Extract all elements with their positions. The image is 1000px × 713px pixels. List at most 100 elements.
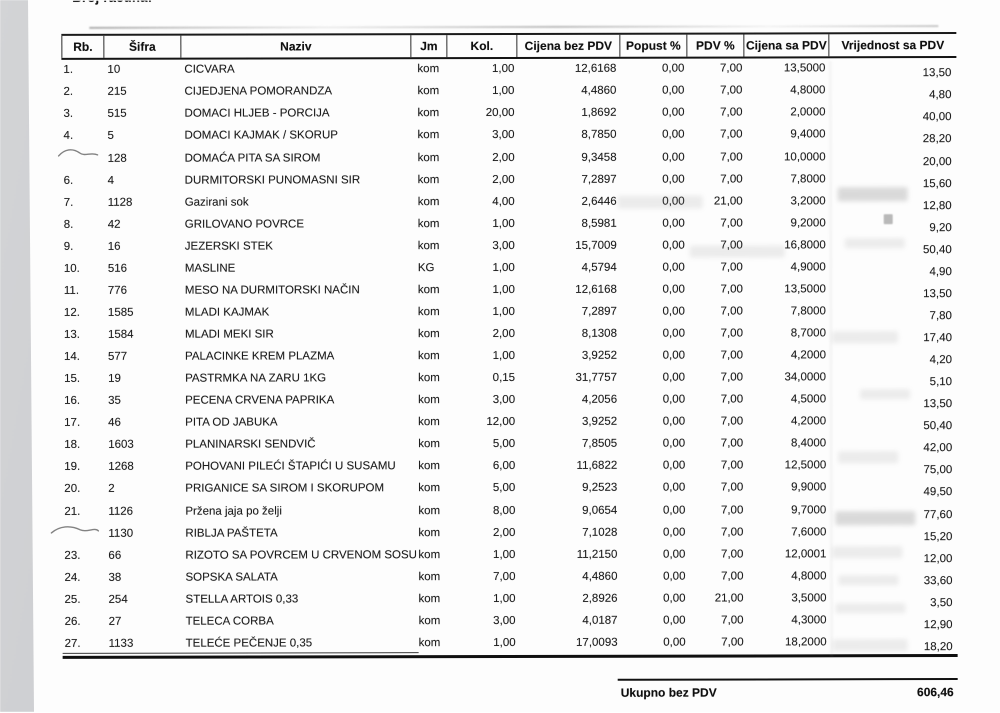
scan-smudge [832, 546, 902, 558]
table-cell: 13,5000 [745, 284, 830, 296]
table-cell: 0,00 [620, 86, 687, 98]
table-cell: 15,20 [830, 532, 957, 544]
table-cell: 0,00 [621, 152, 688, 164]
table-cell: 12,0001 [745, 549, 830, 561]
table-cell: 0,00 [621, 461, 688, 473]
table-cell: 10,0000 [745, 152, 830, 164]
table-cell: 7,00 [688, 461, 745, 473]
table-cell: PASTRMKA NA ZARU 1KG [182, 373, 412, 385]
table-cell: 0,00 [621, 571, 688, 583]
scan-smudge [838, 187, 908, 201]
table-cell: MASLINE [182, 263, 412, 275]
table-cell: 8,7000 [745, 328, 830, 340]
table-cell: 8,00 [448, 505, 518, 517]
table-cell: 27 [106, 617, 183, 629]
scan-smudge [833, 639, 908, 651]
table-cell: 7,2897 [518, 307, 621, 319]
table-cell: 3,00 [448, 241, 518, 253]
table-cell: 3,00 [449, 616, 519, 628]
table-cell: kom [412, 351, 448, 363]
table-cell: 0,00 [621, 307, 688, 319]
table-cell: 128 [105, 153, 182, 165]
scan-smudge [838, 575, 898, 585]
table-cell: 35 [105, 396, 182, 408]
table-cell: 4,00 [448, 197, 518, 209]
table-cell: kom [411, 64, 447, 76]
table-cell: DOMAĆA PITA SA SIROM [182, 153, 412, 165]
table-cell: kom [412, 131, 448, 143]
table-cell: 1,00 [447, 86, 517, 98]
table-cell: 0,00 [621, 130, 688, 142]
table-cell: 2. [61, 87, 104, 99]
table-cell: PECENA CRVENA PAPRIKA [182, 395, 412, 407]
table-cell: 0,00 [621, 174, 688, 186]
table-cell: 9,2523 [518, 483, 621, 495]
table-cell: 7,8505 [518, 439, 621, 451]
table-cell: 3,2000 [745, 196, 830, 208]
table-cell: kom [412, 439, 448, 451]
table-cell: 12,6168 [517, 64, 620, 76]
table-cell: 9,2000 [745, 218, 830, 230]
table-cell: 3,00 [448, 130, 518, 142]
table-cell: 24. [62, 573, 105, 585]
table-cell: SOPSKA SALATA [182, 572, 412, 584]
table-cell: PITA OD JABUKA [182, 417, 412, 429]
table-cell: kom [412, 219, 448, 231]
table-cell: 215 [104, 87, 181, 99]
table-cell: 12,90 [831, 620, 958, 632]
table-cell: 2,0000 [744, 108, 829, 120]
table-cell: 4,4860 [517, 86, 620, 98]
table-cell: 11,6822 [518, 461, 621, 473]
table-cell: 0,00 [622, 615, 689, 627]
table-cell: kom [412, 373, 448, 385]
table-cell: 4,2056 [518, 395, 621, 407]
table-cell: PLANINARSKI SENDVIČ [182, 440, 412, 452]
table-cell: 1,00 [449, 638, 519, 650]
table-cell: 776 [105, 286, 182, 298]
table-cell: KG [412, 263, 448, 275]
table-cell: 7,2897 [518, 174, 621, 186]
table-cell: 2,00 [448, 152, 518, 164]
table-cell: DOMACI KAJMAK / SKORUP [182, 131, 412, 143]
table-cell: 12,00 [448, 417, 518, 429]
scan-smudge [835, 511, 915, 525]
table-cell: 1,00 [449, 594, 519, 606]
table-cell: 1,00 [447, 64, 517, 76]
column-header: Vrijednost sa PDV [829, 34, 956, 56]
table-cell: 26. [63, 617, 106, 629]
scan-smudge [836, 603, 906, 613]
table-cell: 25. [63, 595, 106, 607]
table-cell: 7,00 [688, 439, 745, 451]
table-cell: 0,00 [621, 395, 688, 407]
table-cell: kom [411, 109, 447, 121]
table-cell: kom [411, 86, 447, 98]
table-cell: 20,00 [830, 157, 957, 169]
table-cell: kom [413, 616, 449, 628]
column-header: Naziv [181, 35, 411, 57]
table-cell: 16 [105, 241, 182, 253]
table-cell: kom [412, 550, 448, 562]
handwritten-scribble-icon [58, 147, 100, 162]
table-cell: kom [412, 506, 448, 518]
table-cell: 2,6446 [518, 196, 621, 208]
table-cell: 0,00 [621, 262, 688, 274]
table-cell: kom [412, 528, 448, 540]
table-cell: 7,00 [688, 329, 745, 341]
table-cell: 27. [63, 639, 106, 651]
table-cell: 7,00 [688, 483, 745, 495]
table-cell: 7,00 [688, 262, 745, 274]
table-cell: 20,00 [447, 108, 517, 120]
table-cell: 31,7757 [518, 373, 621, 385]
table-cell: 10 [104, 65, 181, 77]
table-cell: 0,00 [621, 329, 688, 341]
table-cell: 4,3000 [746, 615, 831, 627]
table-cell: kom [412, 329, 448, 341]
